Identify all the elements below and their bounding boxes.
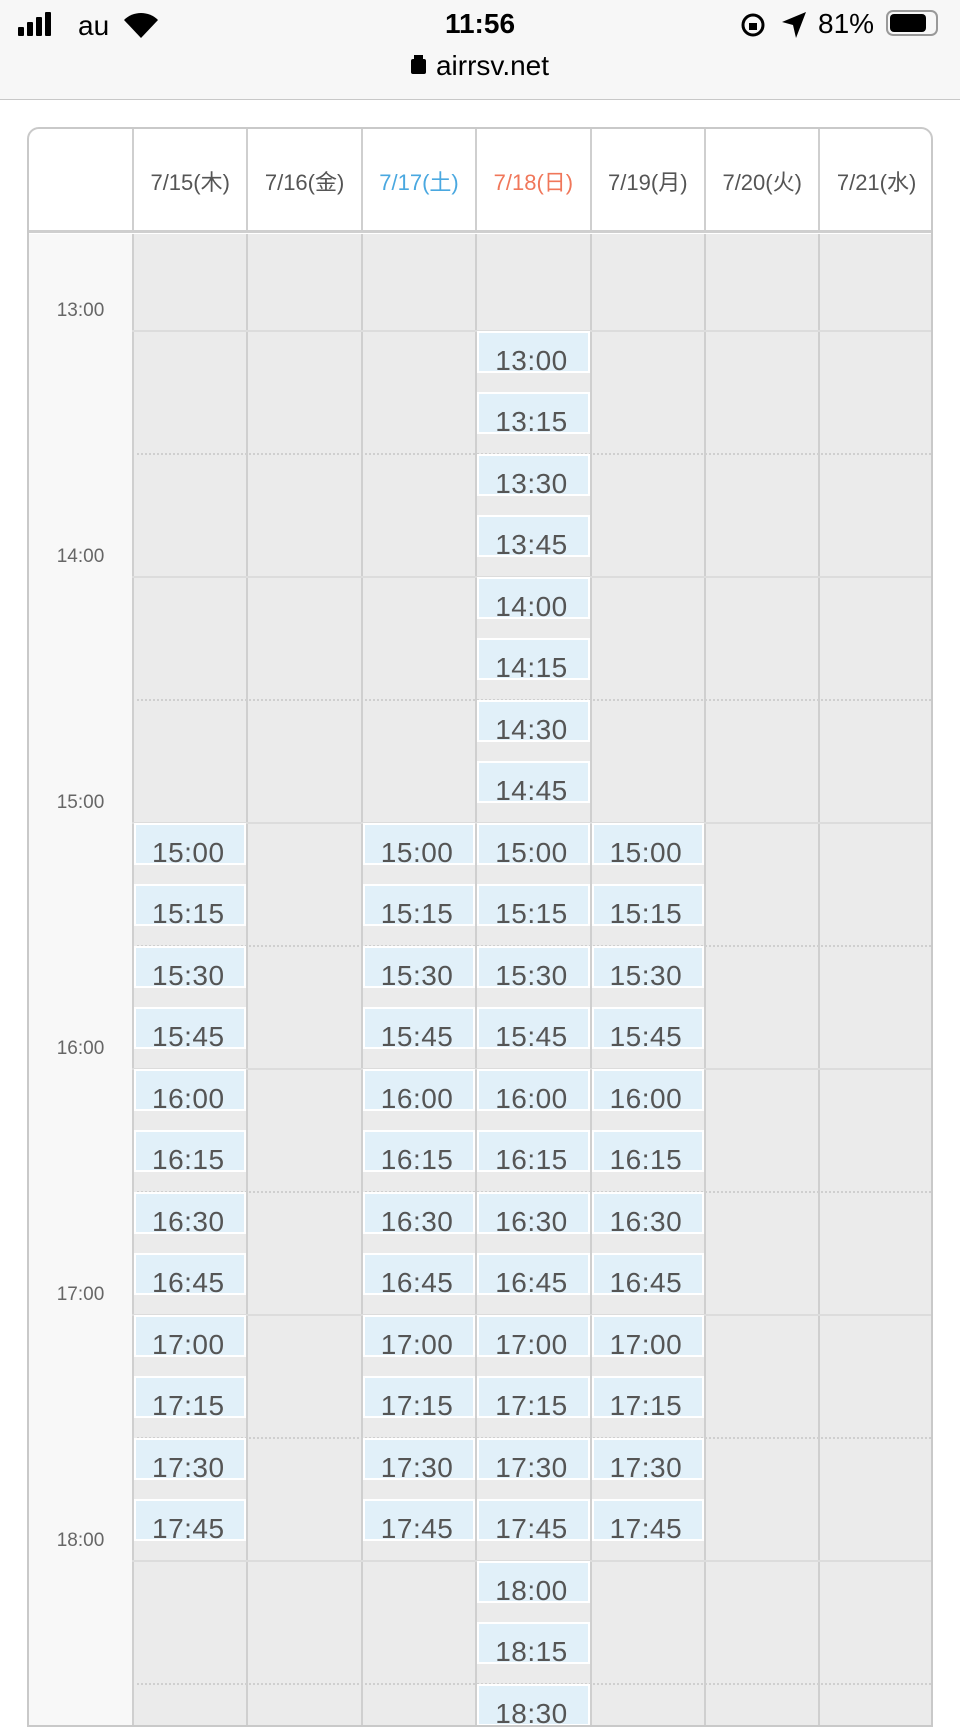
hour-label: 16:00: [56, 1037, 105, 1059]
time-slot-button[interactable]: 17:00: [591, 1314, 704, 1357]
time-slot-button[interactable]: 17:00: [134, 1314, 247, 1357]
status-bar: au 11:56 81% airrsv.net: [0, 0, 960, 100]
hour-label: 17:00: [56, 1283, 105, 1305]
time-slot-button[interactable]: 15:45: [477, 1007, 590, 1049]
time-slot-button[interactable]: 17:15: [477, 1376, 590, 1418]
time-slot-button[interactable]: 17:15: [591, 1376, 704, 1418]
time-slot-button[interactable]: 17:15: [134, 1376, 247, 1418]
time-slot-button[interactable]: 17:00: [477, 1314, 590, 1357]
calendar-header: 7/15(木) 7/16(金) 7/17(土) 7/18(日) 7/19(月) 7/20(…: [29, 129, 931, 233]
carrier-label: au: [78, 10, 110, 41]
time-slot-button[interactable]: 17:30: [362, 1437, 476, 1480]
time-slot-button[interactable]: 16:45: [362, 1253, 476, 1295]
time-slot-button[interactable]: 16:15: [362, 1130, 476, 1172]
time-slot-button[interactable]: 17:30: [477, 1437, 590, 1480]
time-slot-button[interactable]: 18:15: [477, 1622, 590, 1664]
time-slot-button[interactable]: 16:15: [591, 1130, 704, 1172]
time-slot-button[interactable]: 17:45: [477, 1499, 590, 1541]
time-slot-button[interactable]: 16:30: [134, 1191, 247, 1234]
time-slot-button[interactable]: 14:45: [477, 761, 590, 803]
time-slot-button[interactable]: 15:15: [362, 884, 476, 926]
time-slot-button[interactable]: 15:30: [591, 945, 704, 988]
time-slot-button[interactable]: 17:45: [362, 1499, 476, 1541]
day-header: 7/16(金): [246, 129, 360, 233]
time-slot-button[interactable]: 16:15: [477, 1130, 590, 1172]
time-slot-button[interactable]: 13:30: [477, 453, 590, 496]
day-column: [818, 234, 931, 1725]
day-header: 7/19(月): [589, 129, 704, 233]
header-corner: [29, 129, 132, 233]
time-slot-button[interactable]: 16:00: [477, 1068, 590, 1111]
time-slot-button[interactable]: 16:30: [591, 1191, 704, 1234]
day-column: [246, 234, 361, 1725]
time-slot-button[interactable]: 16:00: [134, 1068, 247, 1111]
time-slot-button[interactable]: 15:00: [591, 822, 704, 865]
time-slot-button[interactable]: 17:30: [134, 1437, 247, 1480]
time-slot-button[interactable]: 16:30: [362, 1191, 476, 1234]
hour-label: 15:00: [56, 791, 105, 813]
time-slot-button[interactable]: 15:45: [362, 1007, 476, 1049]
address-bar[interactable]: airrsv.net: [0, 50, 960, 82]
time-slot-button[interactable]: 15:45: [134, 1007, 247, 1049]
time-slot-button[interactable]: 17:45: [134, 1499, 247, 1541]
day-header: 7/20(火): [704, 129, 818, 233]
time-slot-button[interactable]: 13:15: [477, 392, 590, 434]
hour-label: 18:00: [56, 1529, 105, 1551]
time-slot-button[interactable]: 15:00: [362, 822, 476, 865]
day-header: 7/21(水): [818, 129, 931, 233]
battery-percent: 81%: [818, 8, 875, 39]
time-slot-button[interactable]: 17:30: [591, 1437, 704, 1480]
signal-icon: [18, 12, 58, 36]
time-column: 13:00 14:00 15:00 16:00 17:00 18:00: [29, 234, 132, 1725]
time-slot-button[interactable]: 16:45: [591, 1253, 704, 1295]
time-slot-button[interactable]: 18:30: [477, 1683, 590, 1725]
time-slot-button[interactable]: 16:00: [591, 1068, 704, 1111]
time-slot-button[interactable]: 13:00: [477, 330, 590, 373]
time-slot-button[interactable]: 16:00: [362, 1068, 476, 1111]
time-slot-button[interactable]: 15:30: [362, 945, 476, 988]
time-slot-button[interactable]: 17:00: [362, 1314, 476, 1357]
calendar-body: 13:00 14:00 15:00 16:00 17:00 18:00 15:00 15:1…: [29, 234, 931, 1725]
time-slot-button[interactable]: 14:00: [477, 576, 590, 619]
time-slot-button[interactable]: 16:30: [477, 1191, 590, 1234]
time-slot-button[interactable]: 17:15: [362, 1376, 476, 1418]
day-header: 7/15(木): [132, 129, 246, 233]
time-slot-button[interactable]: 15:45: [591, 1007, 704, 1049]
time-slot-button[interactable]: 16:45: [477, 1253, 590, 1295]
time-slot-button[interactable]: 15:30: [477, 945, 590, 988]
location-icon: [782, 12, 806, 38]
time-slot-button[interactable]: 14:30: [477, 699, 590, 742]
wifi-icon: [124, 12, 158, 38]
url-text: airrsv.net: [435, 50, 550, 81]
time-slot-button[interactable]: 13:45: [477, 515, 590, 557]
hour-label: 14:00: [56, 545, 105, 567]
time-slot-button[interactable]: 16:15: [134, 1130, 247, 1172]
day-header: 7/17(土): [360, 129, 475, 233]
lock-icon: [410, 59, 426, 74]
rotation-lock-icon: [741, 13, 765, 37]
availability-calendar: 7/15(木) 7/16(金) 7/17(土) 7/18(日) 7/19(月) 7/20(…: [27, 127, 933, 1727]
time-slot-button[interactable]: 16:45: [134, 1253, 247, 1295]
battery-icon: [886, 10, 938, 36]
time-slot-button[interactable]: 17:45: [591, 1499, 704, 1541]
time-slot-button[interactable]: 18:00: [477, 1560, 590, 1603]
time-slot-button[interactable]: 15:15: [134, 884, 247, 926]
time-slot-button[interactable]: 15:00: [134, 822, 247, 865]
time-slot-button[interactable]: 15:30: [134, 945, 247, 988]
day-header: 7/18(日): [475, 129, 589, 233]
time-slot-button[interactable]: 15:15: [591, 884, 704, 926]
time-slot-button[interactable]: 14:15: [477, 638, 590, 680]
hour-label: 13:00: [56, 299, 105, 321]
time-slot-button[interactable]: 15:00: [477, 822, 590, 865]
day-column: [704, 234, 819, 1725]
time-slot-button[interactable]: 15:15: [477, 884, 590, 926]
clock: 11:56: [444, 8, 516, 39]
